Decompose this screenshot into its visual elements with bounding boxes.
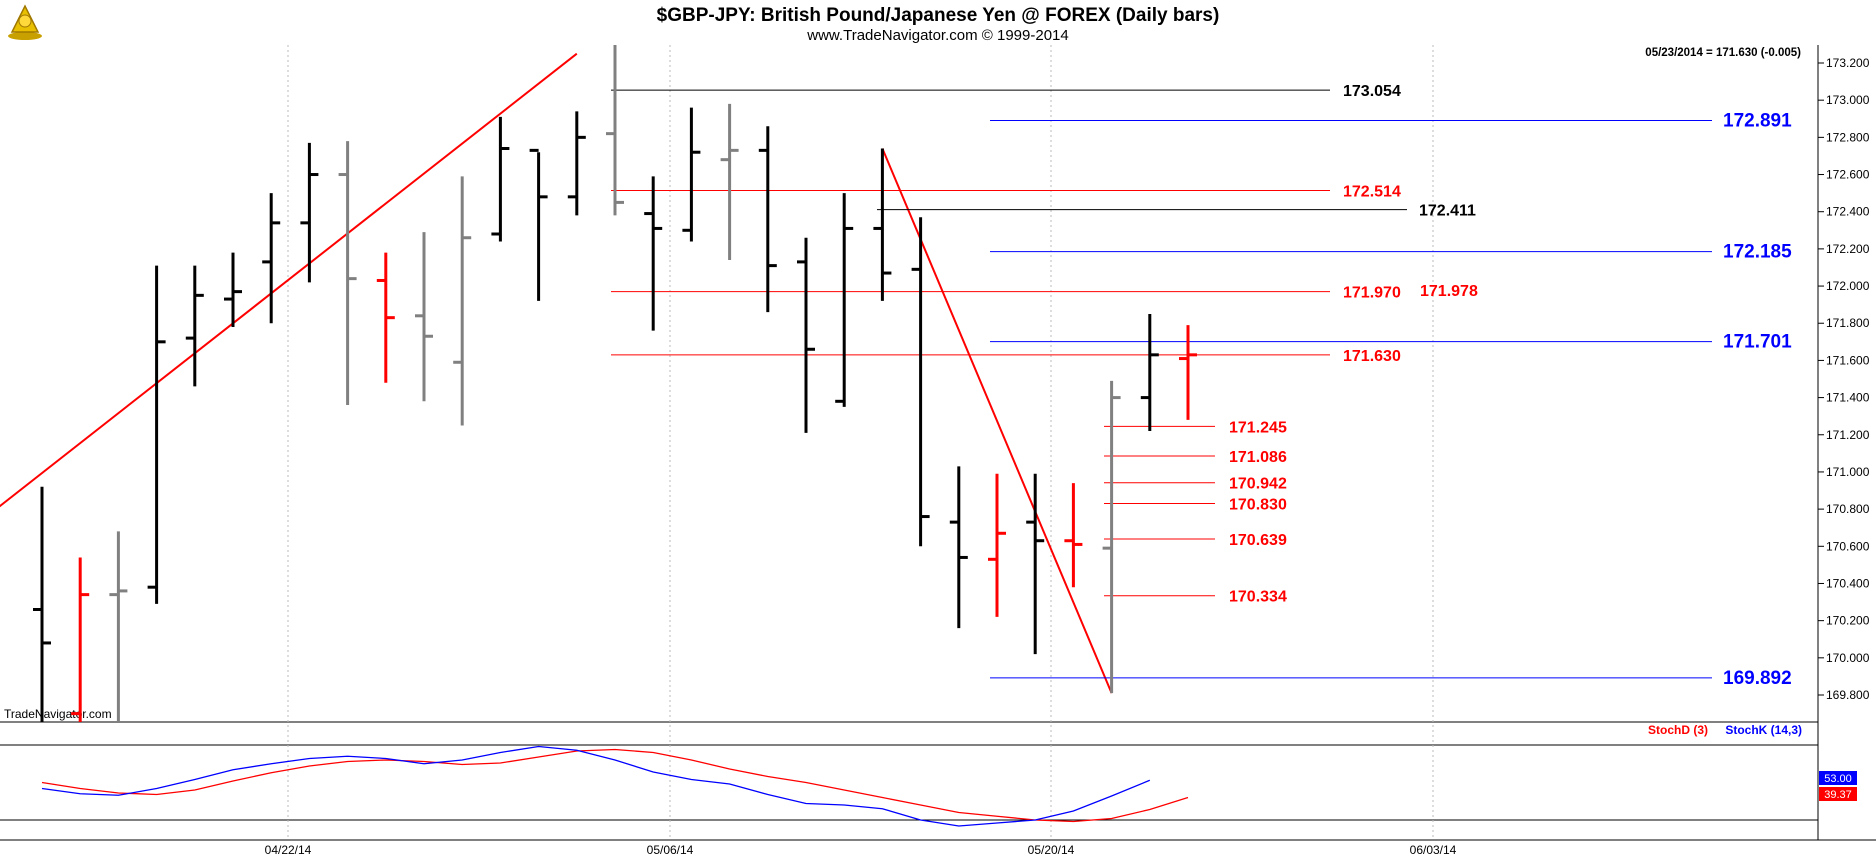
level-label: 171.630 xyxy=(1343,348,1401,365)
ohlc-bar xyxy=(1102,380,1121,694)
ohlc-bar xyxy=(911,217,930,547)
y-tick-label: 170.000 xyxy=(1826,651,1870,665)
level-label: 172.411 xyxy=(1419,203,1476,220)
ohlc-bar xyxy=(109,531,128,722)
stochd-value-badge xyxy=(1819,787,1857,801)
level-label: 171.970 xyxy=(1343,285,1401,302)
level-label: 172.185 xyxy=(1723,242,1792,263)
level-label: 171.245 xyxy=(1229,419,1287,436)
ohlc-bar xyxy=(300,142,319,283)
ohlc-bar xyxy=(873,148,892,301)
ohlc-bar xyxy=(376,252,395,383)
level-label: 170.942 xyxy=(1229,476,1287,493)
y-tick-label: 171.800 xyxy=(1826,316,1870,330)
ohlc-bar xyxy=(1064,483,1083,588)
y-tick-label: 171.600 xyxy=(1826,353,1870,367)
y-tick-label: 172.200 xyxy=(1826,242,1870,256)
stoch-series-line xyxy=(41,745,1151,827)
chart-subtitle: www.TradeNavigator.com © 1999-2014 xyxy=(806,27,1068,44)
y-tick-label: 172.400 xyxy=(1826,205,1870,219)
level-label: 172.891 xyxy=(1723,110,1792,131)
ohlc-bar xyxy=(33,486,51,722)
x-tick-label: 05/06/14 xyxy=(647,843,694,857)
ohlc-bar xyxy=(453,176,472,426)
ohlc-bar xyxy=(529,148,548,301)
y-tick-label: 170.400 xyxy=(1826,576,1870,590)
y-tick-label: 171.200 xyxy=(1826,428,1870,442)
level-label: 170.830 xyxy=(1229,497,1287,514)
ohlc-bar xyxy=(797,237,815,433)
chart-title: $GBP-JPY: British Pound/Japanese Yen @ F… xyxy=(657,5,1220,26)
ohlc-bar xyxy=(185,265,204,387)
ohlc-bar xyxy=(567,111,586,216)
watermark: TradeNavigator.com xyxy=(4,707,112,721)
ohlc-bar xyxy=(491,116,510,242)
y-tick-label: 171.400 xyxy=(1826,391,1870,405)
ohlc-bar xyxy=(835,193,854,407)
level-label: 171.086 xyxy=(1229,449,1287,466)
ohlc-bar xyxy=(1179,325,1197,420)
ohlc-bar xyxy=(606,45,624,216)
ohlc-bar xyxy=(720,103,739,261)
y-tick-label: 172.000 xyxy=(1826,279,1870,293)
level-label: 171.978 xyxy=(1420,283,1478,300)
stochd-last-value: 39.37 xyxy=(1824,789,1852,801)
x-tick-label: 05/20/14 xyxy=(1028,843,1075,857)
ohlc-bar xyxy=(338,141,357,406)
app-logo xyxy=(4,2,46,42)
x-tick-label: 06/03/14 xyxy=(1410,843,1457,857)
ohlc-bar xyxy=(949,466,968,629)
ohlc-bar xyxy=(682,107,701,242)
trendline xyxy=(0,52,578,508)
quote-readout: 05/23/2014 = 171.630 (-0.005) xyxy=(1645,47,1801,59)
ohlc-bar xyxy=(758,126,777,313)
y-tick-label: 173.200 xyxy=(1826,56,1870,70)
ohlc-bar xyxy=(1026,473,1045,655)
y-tick-label: 170.800 xyxy=(1826,502,1870,516)
ohlc-bar xyxy=(147,265,166,604)
level-label: 170.639 xyxy=(1229,532,1287,549)
ohlc-bar xyxy=(71,557,90,722)
y-tick-label: 172.600 xyxy=(1826,168,1870,182)
y-tick-label: 170.600 xyxy=(1826,539,1870,553)
level-label: 172.514 xyxy=(1343,184,1401,201)
y-tick-label: 172.800 xyxy=(1826,130,1870,144)
y-tick-label: 169.800 xyxy=(1826,688,1870,702)
y-tick-label: 170.200 xyxy=(1826,614,1870,628)
level-label: 169.892 xyxy=(1723,668,1792,689)
legend-stochd: StochD (3) xyxy=(1648,723,1708,737)
level-label: 170.334 xyxy=(1229,589,1287,606)
stochk-value-badge xyxy=(1819,771,1857,785)
ohlc-bar xyxy=(988,473,1006,617)
level-label: 171.701 xyxy=(1723,332,1792,353)
ohlc-bar xyxy=(644,176,663,331)
ohlc-bar xyxy=(415,232,433,402)
y-tick-label: 171.000 xyxy=(1826,465,1870,479)
ohlc-bar xyxy=(224,252,242,327)
ohlc-bar xyxy=(262,193,281,324)
y-tick-label: 173.000 xyxy=(1826,93,1870,107)
ohlc-bar xyxy=(1140,313,1159,432)
level-label: 173.054 xyxy=(1343,83,1401,100)
legend-stochk: StochK (14,3) xyxy=(1725,723,1802,737)
stoch-series-line xyxy=(41,748,1189,823)
x-tick-label: 04/22/14 xyxy=(265,843,312,857)
stochk-last-value: 53.00 xyxy=(1824,773,1852,785)
